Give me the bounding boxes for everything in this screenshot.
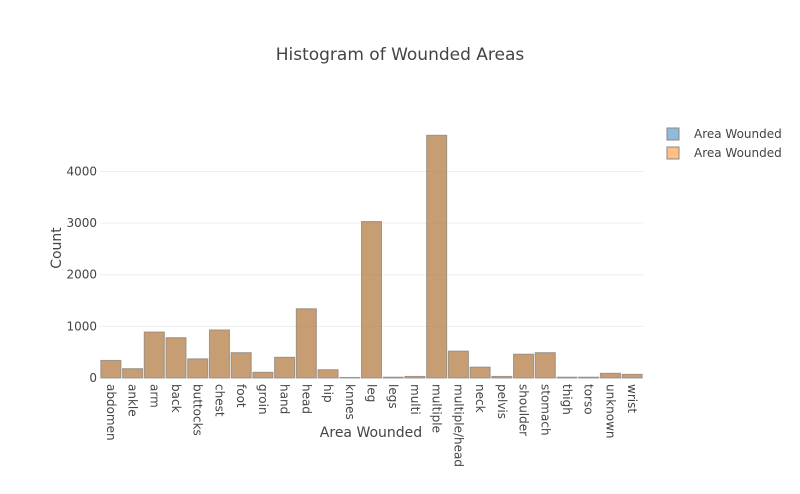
bar[interactable] xyxy=(361,221,382,379)
y-tick-label: 1000 xyxy=(66,319,97,333)
x-tick-label: buttocks xyxy=(191,384,205,436)
bar[interactable] xyxy=(208,329,230,379)
x-axis-title: Area Wounded xyxy=(320,425,422,441)
x-tick-label: multiple/head xyxy=(451,384,465,467)
bar[interactable] xyxy=(100,359,122,379)
bar[interactable] xyxy=(252,371,274,379)
bar[interactable] xyxy=(143,331,165,379)
bar[interactable] xyxy=(534,352,556,379)
x-tick-label: foot xyxy=(234,384,248,408)
bar[interactable] xyxy=(339,376,361,379)
x-tick-label: knnes xyxy=(343,384,357,420)
y-axis-title: Count xyxy=(49,227,65,269)
x-tick-label: legs xyxy=(386,384,400,409)
x-tick-label: hand xyxy=(278,384,292,414)
bar[interactable] xyxy=(447,350,469,379)
bar[interactable] xyxy=(556,376,578,379)
x-tick-label: stomach xyxy=(538,384,552,436)
x-axis-ticks: abdomen ankle arm back buttocks chest foot groi… xyxy=(104,384,639,467)
y-axis-ticks: 0 1000 2000 3000 4000 xyxy=(66,164,97,385)
bars xyxy=(100,134,643,379)
y-tick-label: 4000 xyxy=(66,164,97,178)
bar[interactable] xyxy=(165,337,187,379)
x-tick-label: shoulder xyxy=(517,384,531,436)
x-tick-label: groin xyxy=(256,384,270,415)
y-tick-label: 0 xyxy=(89,371,97,385)
x-tick-label: multi xyxy=(408,384,422,415)
x-tick-label: torso xyxy=(582,384,596,415)
bar[interactable] xyxy=(317,369,339,379)
bar[interactable] xyxy=(274,356,296,379)
bar[interactable] xyxy=(426,134,448,379)
bar[interactable] xyxy=(382,376,404,379)
bar[interactable] xyxy=(187,358,209,379)
y-tick-label: 3000 xyxy=(66,216,97,230)
x-tick-label: chest xyxy=(212,384,226,417)
legend-label: Area Wounded xyxy=(694,127,782,141)
bar[interactable] xyxy=(230,352,252,379)
x-tick-label: back xyxy=(169,384,183,413)
x-tick-label: multiple xyxy=(430,384,444,433)
bar[interactable] xyxy=(122,368,144,379)
x-tick-label: leg xyxy=(365,384,379,402)
bar[interactable] xyxy=(469,366,491,379)
legend-swatch xyxy=(666,127,680,141)
y-tick-label: 2000 xyxy=(66,268,97,282)
legend[interactable]: Area Wounded Area Wounded xyxy=(666,127,782,160)
x-tick-label: arm xyxy=(147,384,161,408)
x-tick-label: wrist xyxy=(625,384,639,413)
x-tick-label: neck xyxy=(473,384,487,413)
x-tick-label: pelvis xyxy=(495,384,509,419)
x-tick-label: abdomen xyxy=(104,384,118,441)
x-tick-label: unknown xyxy=(603,384,617,439)
legend-item[interactable]: Area Wounded xyxy=(666,127,782,141)
bar[interactable] xyxy=(578,376,600,379)
legend-label: Area Wounded xyxy=(694,146,782,160)
bar[interactable] xyxy=(599,372,621,379)
legend-swatch xyxy=(666,146,680,160)
bar[interactable] xyxy=(295,308,317,379)
x-tick-label: hip xyxy=(321,384,335,403)
x-tick-label: head xyxy=(299,384,313,414)
bar[interactable] xyxy=(513,353,535,379)
bar[interactable] xyxy=(621,373,643,379)
bar[interactable] xyxy=(491,375,513,379)
x-tick-label: thigh xyxy=(560,384,574,415)
chart-title: Histogram of Wounded Areas xyxy=(276,45,525,65)
bar[interactable] xyxy=(404,375,426,379)
x-tick-label: ankle xyxy=(126,384,140,417)
legend-item[interactable]: Area Wounded xyxy=(666,146,782,160)
